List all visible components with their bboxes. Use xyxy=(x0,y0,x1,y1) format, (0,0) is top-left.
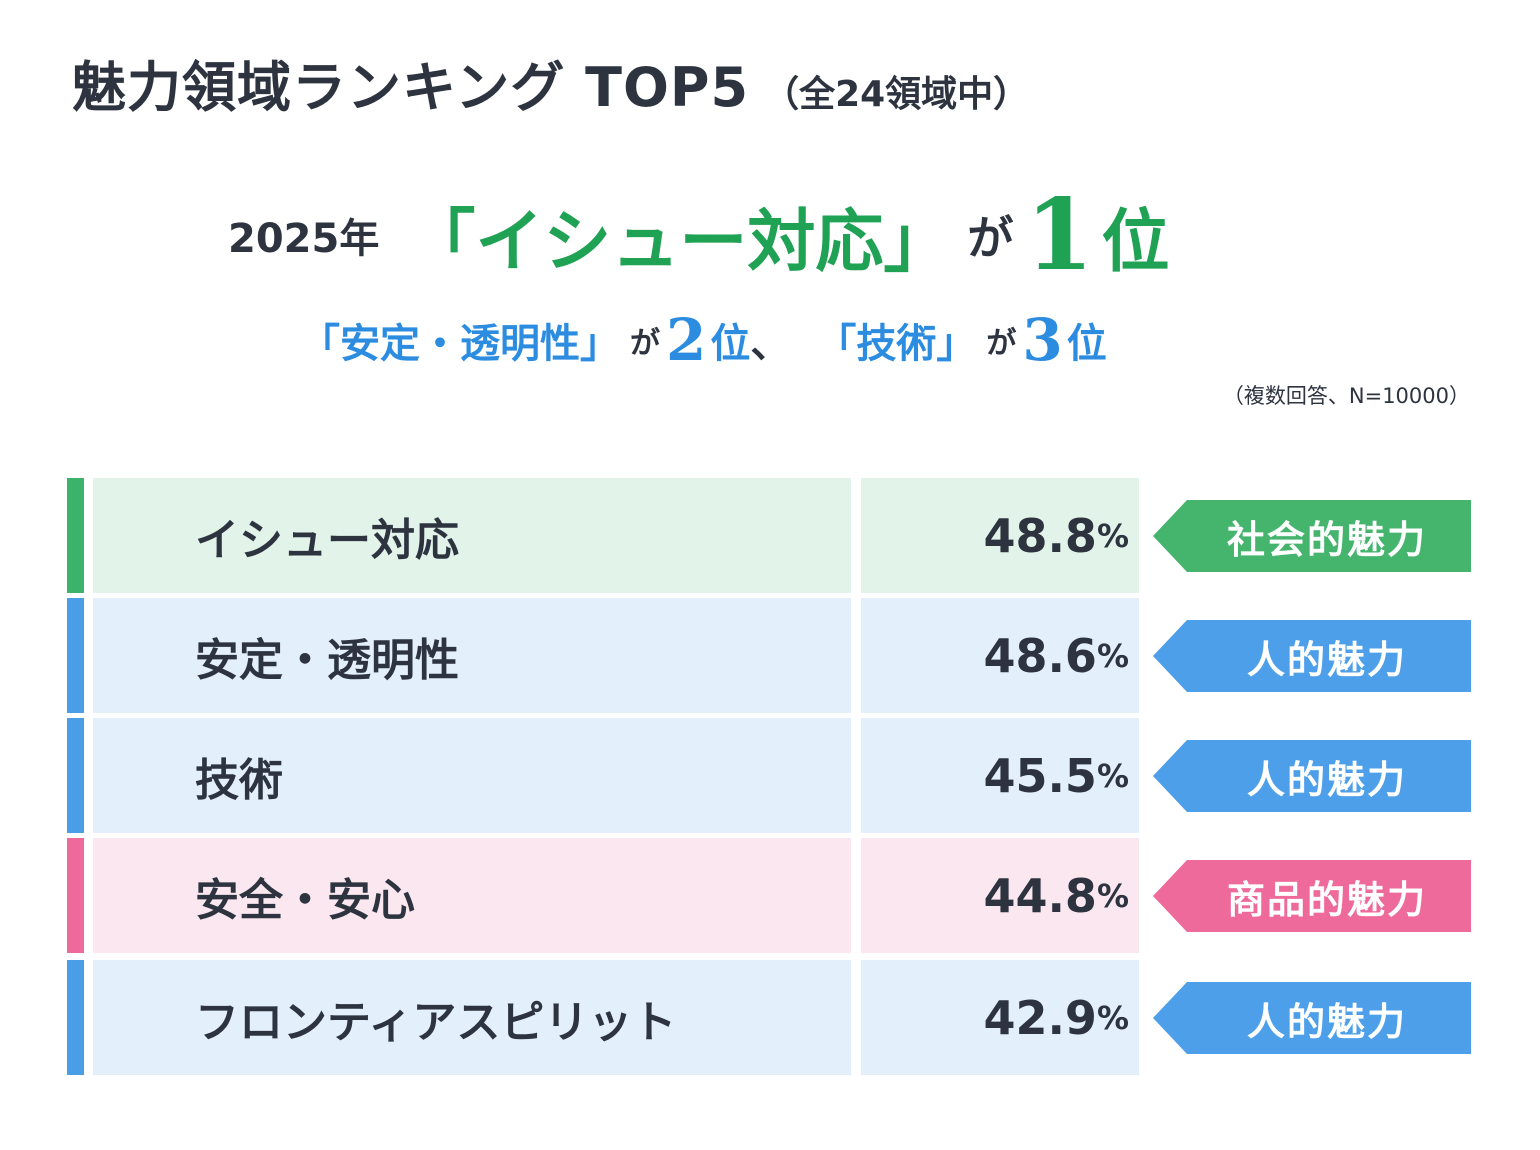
category-tag: 社会的魅力 xyxy=(1153,500,1471,572)
headline-third-item: 「技術」 xyxy=(816,321,977,367)
row-name-cell: 技術 xyxy=(93,718,851,833)
row-value-cell: 45.5% xyxy=(861,718,1139,833)
ranking-row-2: 安定・透明性 48.6% 人的魅力 xyxy=(67,598,1471,713)
row-name: イシュー対応 xyxy=(195,514,459,566)
row-name-cell: イシュー対応 xyxy=(93,478,851,593)
row-value: 45.5 xyxy=(983,748,1097,803)
headline-third-rank: 3 xyxy=(1022,306,1063,374)
headline-first-rank: 1 xyxy=(1025,177,1094,293)
row-value-cell: 48.6% xyxy=(861,598,1139,713)
row-value: 42.9 xyxy=(983,990,1097,1045)
category-tag: 商品的魅力 xyxy=(1153,860,1471,932)
row-name-cell: 安全・安心 xyxy=(93,838,851,953)
row-value: 48.6 xyxy=(983,628,1097,683)
headline-first: 2025年 「イシュー対応」 が 1 位 xyxy=(228,177,1170,293)
row-unit: % xyxy=(1096,516,1129,555)
row-value-cell: 48.8% xyxy=(861,478,1139,593)
row-value-cell: 42.9% xyxy=(861,960,1139,1075)
survey-note: （複数回答、N=10000） xyxy=(1222,384,1470,408)
row-value-cell: 44.8% xyxy=(861,838,1139,953)
headline-separator: 、 xyxy=(750,321,791,367)
row-value: 48.8 xyxy=(983,508,1097,563)
headline-second-pos: 位 xyxy=(710,321,751,367)
row-accent-bar xyxy=(67,478,84,593)
headline-second-rank: 2 xyxy=(666,306,707,374)
row-name-cell: 安定・透明性 xyxy=(93,598,851,713)
row-unit: % xyxy=(1096,636,1129,675)
headline-ga-1: が xyxy=(967,211,1014,265)
category-label: 人的魅力 xyxy=(1246,999,1407,1044)
category-label: 商品的魅力 xyxy=(1226,877,1427,922)
headline-second-item: 「安定・透明性」 xyxy=(300,321,620,367)
headline-first-item: 「イシュー対応」 xyxy=(407,202,952,282)
ranking-row-3: 技術 45.5% 人的魅力 xyxy=(67,718,1471,833)
row-name-cell: フロンティアスピリット xyxy=(93,960,851,1075)
headline-first-pos: 位 xyxy=(1101,202,1170,282)
chart-title-sub: （全24領域中） xyxy=(763,74,1030,115)
ranking-row-4: 安全・安心 44.8% 商品的魅力 xyxy=(67,838,1471,953)
row-name: 安全・安心 xyxy=(195,874,415,926)
category-tag: 人的魅力 xyxy=(1153,620,1471,692)
category-label: 社会的魅力 xyxy=(1226,517,1427,562)
row-name: フロンティアスピリット xyxy=(195,996,677,1048)
headline-year: 2025年 xyxy=(228,216,380,262)
row-unit: % xyxy=(1096,998,1129,1037)
row-name: 技術 xyxy=(195,754,283,806)
row-name: 安定・透明性 xyxy=(195,634,459,686)
headline-third-pos: 位 xyxy=(1066,321,1107,367)
ranking-row-5: フロンティアスピリット 42.9% 人的魅力 xyxy=(67,960,1471,1075)
headline-ga-3: が xyxy=(986,326,1017,361)
category-tag: 人的魅力 xyxy=(1153,740,1471,812)
chart-title: 魅力領域ランキング TOP5 （全24領域中） xyxy=(72,48,1029,135)
category-tag: 人的魅力 xyxy=(1153,982,1471,1054)
headline-second: 「安定・透明性」 が 2 位 、 「技術」 が 3 位 xyxy=(300,300,1107,380)
chart-title-main: 魅力領域ランキング TOP5 xyxy=(72,56,750,119)
category-label: 人的魅力 xyxy=(1246,637,1407,682)
ranking-row-1: イシュー対応 48.8% 社会的魅力 xyxy=(67,478,1471,593)
row-accent-bar xyxy=(67,960,84,1075)
row-accent-bar xyxy=(67,598,84,713)
row-unit: % xyxy=(1096,876,1129,915)
row-accent-bar xyxy=(67,718,84,833)
headline-ga-2: が xyxy=(630,326,660,361)
row-value: 44.8 xyxy=(983,868,1097,923)
row-unit: % xyxy=(1096,756,1129,795)
row-accent-bar xyxy=(67,838,84,953)
category-label: 人的魅力 xyxy=(1246,757,1407,802)
